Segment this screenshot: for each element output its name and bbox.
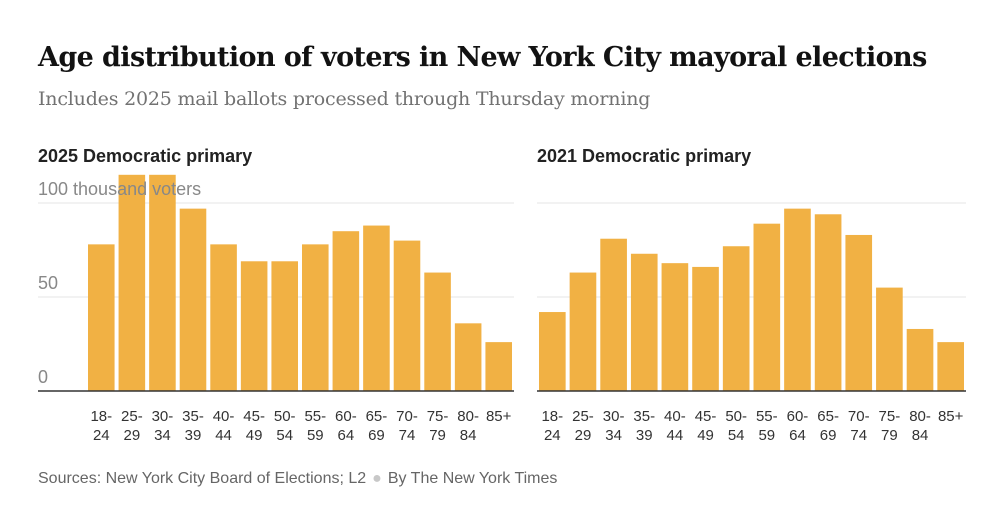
chart-2025-bar [118,174,146,391]
chart-2021-x-tick-label: 55-59 [756,408,778,444]
chart-2025-bar [332,231,360,391]
chart-2025-x-tick-label: 55-59 [304,408,326,444]
chart-2025-x-tick-label: 18-24 [90,408,112,444]
chart-2021-bar [692,266,719,391]
credit-text: By The New York Times [387,470,558,487]
chart-2025-x-tick-label: 35-39 [182,408,204,444]
chart-2021-x-tick-label: 35-39 [633,408,655,444]
chart-2025-x-tick-label: 75-79 [427,408,449,444]
chart-2025-bar [393,240,421,391]
chart-2025-bar [179,208,207,391]
chart-2021-x-tick-label: 40-44 [664,408,686,444]
chart-2025-bar [454,323,482,391]
chart-2025-x-tick-label: 45-49 [243,408,265,444]
chart-2021-bar [569,272,597,391]
chart-2021-bar [784,208,811,391]
chart-2021-title: 2021 Democratic primary [537,146,751,166]
chart-2021-x-tick-label: 75-79 [879,408,901,444]
chart-title: Age distribution of voters in New York C… [38,42,927,73]
chart-2025-bar [424,272,451,391]
chart-2025-bar [240,261,268,391]
chart-2021-x-tick-label: 50-54 [725,408,747,444]
chart-2025-x-tick-label: 65-69 [366,408,388,444]
chart-2025-x-tick-label: 40-44 [213,408,235,444]
chart-2025-x-tick-label: 80-84 [457,408,479,444]
chart-2021-bar [814,214,842,391]
chart-2025-x-tick-label: 85+ [486,408,512,425]
chart-2021-bar [630,253,658,391]
chart-2025-bar [302,244,329,391]
chart-2021-x-tick-label: 65-69 [817,408,839,444]
chart-2025-bar [149,174,176,391]
source-line: Sources: New York City Board of Election… [38,470,557,488]
chart-2025-y-tick-label: 100 thousand voters [38,179,201,199]
chart-2025-x-tick-label: 50-54 [274,408,296,444]
sources-text: Sources: New York City Board of Election… [38,470,367,487]
chart-2021-x-tick-label: 80-84 [909,408,931,444]
chart-2021-bar [753,223,781,391]
chart-2021-x-tick-label: 70-74 [848,408,870,444]
chart-2025-x-tick-label: 30-34 [152,408,174,444]
chart-2021-x-tick-label: 85+ [938,408,964,425]
chart-2021-x-tick-label: 45-49 [695,408,717,444]
chart-2021-bar [539,312,566,391]
chart-2025-x-tick-label: 60-64 [335,408,357,444]
chart-2021-bar [876,287,903,391]
chart-2021-bar [906,328,934,391]
chart-2021-bar [937,342,964,391]
chart-2021-bar [845,234,873,391]
separator-dot-icon: ● [372,470,382,487]
chart-2025-bar [485,342,512,391]
chart-2025-bar [271,261,298,391]
chart-2025-bar [210,244,237,391]
chart-subtitle: Includes 2025 mail ballots processed thr… [38,88,651,110]
chart-2021-x-tick-label: 60-64 [787,408,809,444]
chart-2025-title: 2025 Democratic primary [38,146,252,166]
chart-2025-x-tick-label: 70-74 [396,408,418,444]
chart-2021-x-tick-label: 30-34 [603,408,625,444]
chart-2021-bar [661,263,689,391]
chart-2025-bar [88,244,115,391]
chart-2025-x-tick-label: 25-29 [121,408,143,444]
chart-2025-y-tick-label: 0 [38,367,48,387]
chart-2021-bar [600,238,627,391]
chart-2021-x-tick-label: 25-29 [572,408,594,444]
chart-2025-bar [363,225,390,391]
chart-2021-bar [722,246,750,391]
chart-2021-x-tick-label: 18-24 [541,408,563,444]
chart-2025-y-tick-label: 50 [38,273,58,293]
